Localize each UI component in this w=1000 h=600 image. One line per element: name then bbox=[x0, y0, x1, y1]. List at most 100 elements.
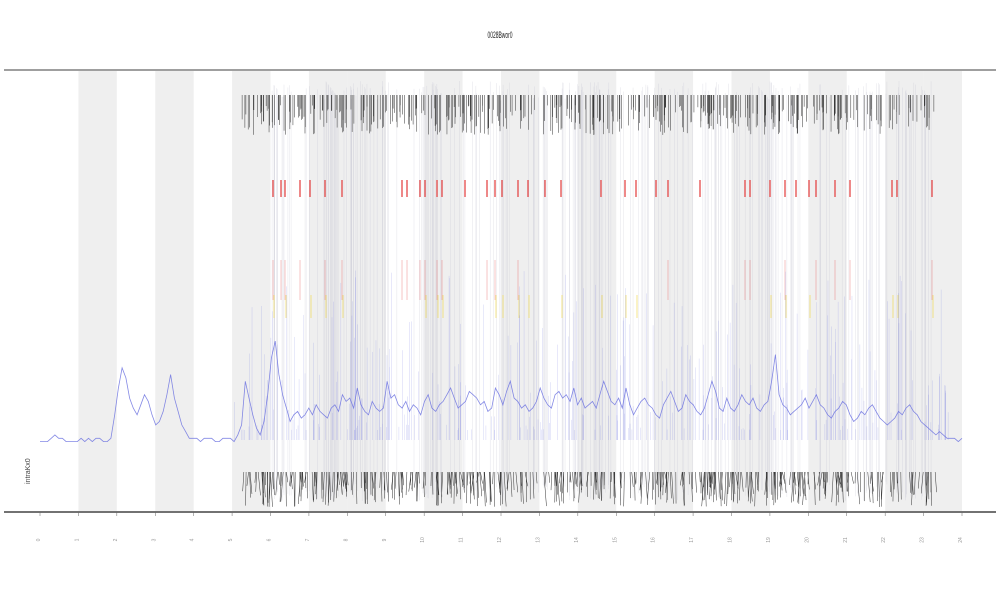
x-tick-label: 8 bbox=[343, 538, 349, 541]
tick-mark-bottom bbox=[562, 471, 564, 494]
tick-mark-bottom bbox=[709, 471, 712, 500]
x-tick-label: 22 bbox=[881, 537, 887, 543]
tick-mark-bottom bbox=[436, 471, 439, 506]
tick-mark-bottom bbox=[249, 471, 251, 498]
x-tick-label: 20 bbox=[804, 537, 810, 543]
tick-mark-bottom bbox=[346, 471, 349, 486]
tick-mark-bottom bbox=[280, 471, 284, 502]
x-tick-label: 16 bbox=[651, 537, 657, 543]
tick-mark-bottom bbox=[453, 471, 455, 504]
tick-mark-bottom bbox=[613, 471, 616, 498]
tick-mark-bottom bbox=[405, 471, 408, 496]
tick-mark-bottom bbox=[918, 471, 920, 489]
x-tick-label: 4 bbox=[190, 538, 196, 541]
tick-mark-bottom bbox=[880, 471, 882, 500]
tick-mark-bottom bbox=[701, 471, 705, 507]
tick-mark-bottom bbox=[619, 471, 622, 506]
tick-mark-bottom bbox=[836, 471, 839, 485]
tick-mark-bottom bbox=[383, 471, 386, 491]
tick-mark-bottom bbox=[634, 471, 636, 485]
tick-mark-bottom bbox=[796, 471, 799, 488]
tick-mark-bottom bbox=[480, 471, 483, 484]
tick-mark-bottom bbox=[460, 471, 464, 485]
x-tick-label: 24 bbox=[958, 537, 964, 543]
shaded-band bbox=[155, 71, 194, 511]
tick-mark-bottom bbox=[343, 471, 346, 486]
x-tick-label: 11 bbox=[459, 537, 465, 542]
tick-mark-bottom bbox=[578, 471, 582, 490]
tick-mark-bottom bbox=[343, 471, 347, 489]
tick-mark-bottom bbox=[580, 471, 583, 487]
tick-mark-bottom bbox=[934, 471, 937, 493]
x-tick-label: 6 bbox=[267, 538, 273, 541]
tick-mark-bottom bbox=[813, 471, 816, 490]
tick-mark-bottom bbox=[246, 471, 249, 486]
tick-mark-bottom bbox=[804, 471, 807, 501]
tick-mark-bottom bbox=[574, 471, 578, 487]
tick-mark-bottom bbox=[371, 471, 374, 497]
tick-mark-bottom bbox=[925, 471, 927, 503]
tick-mark-bottom bbox=[479, 471, 483, 497]
tick-mark-bottom bbox=[411, 471, 414, 490]
tick-mark-bottom bbox=[263, 471, 266, 498]
tick-mark-bottom bbox=[255, 471, 257, 492]
tick-mark-bottom bbox=[794, 471, 797, 486]
tick-mark-bottom bbox=[440, 471, 443, 497]
shaded-bands bbox=[78, 71, 962, 511]
tick-mark-bottom bbox=[398, 471, 400, 505]
tick-mark-bottom bbox=[373, 471, 376, 501]
tick-mark-bottom bbox=[391, 471, 394, 490]
tick-mark-bottom bbox=[488, 471, 492, 502]
tick-mark-bottom bbox=[688, 471, 690, 485]
tick-mark-bottom bbox=[665, 471, 668, 493]
tick-mark-bottom bbox=[911, 471, 914, 506]
tick-mark-bottom bbox=[670, 471, 672, 499]
tick-mark-bottom bbox=[724, 471, 727, 505]
tick-mark-bottom bbox=[819, 471, 823, 487]
tick-mark-bottom bbox=[593, 471, 595, 500]
tick-mark-bottom bbox=[867, 471, 871, 503]
tick-mark-bottom bbox=[278, 471, 280, 485]
tick-mark-bottom bbox=[585, 471, 589, 487]
tick-mark-bottom bbox=[926, 471, 928, 486]
tick-mark-bottom bbox=[726, 471, 728, 507]
tick-mark-bottom bbox=[414, 471, 417, 488]
tick-mark-bottom bbox=[423, 471, 425, 498]
shaded-band bbox=[424, 71, 463, 511]
tick-mark-bottom bbox=[578, 471, 581, 503]
tick-mark-bottom bbox=[747, 471, 749, 498]
tick-mark-bottom bbox=[482, 471, 485, 491]
tick-mark-bottom bbox=[261, 471, 264, 505]
tick-mark-bottom bbox=[818, 471, 821, 501]
tick-mark-bottom bbox=[315, 471, 317, 495]
tick-mark-bottom bbox=[520, 471, 522, 486]
tick-mark-bottom bbox=[335, 471, 339, 499]
tick-mark-bottom bbox=[738, 471, 741, 501]
shaded-band bbox=[347, 71, 386, 511]
tick-mark-bottom bbox=[914, 471, 916, 495]
x-tick-label: 23 bbox=[920, 537, 926, 543]
tick-mark-bottom bbox=[280, 471, 282, 487]
tick-mark-bottom bbox=[269, 471, 272, 500]
tick-mark-bottom bbox=[662, 471, 664, 496]
tick-mark-bottom bbox=[710, 471, 713, 497]
tick-mark-bottom bbox=[783, 471, 787, 493]
tick-mark-bottom bbox=[327, 471, 331, 506]
tick-mark-bottom bbox=[418, 471, 420, 484]
tick-mark-bottom bbox=[801, 471, 806, 497]
tick-mark-bottom bbox=[379, 471, 381, 488]
tick-mark-bottom bbox=[459, 471, 462, 500]
tick-mark-bottom bbox=[535, 471, 538, 484]
tick-mark-bottom bbox=[715, 471, 717, 501]
tick-mark-bottom bbox=[733, 471, 736, 495]
tick-mark-bottom bbox=[462, 471, 465, 493]
series-line-group bbox=[40, 270, 963, 443]
tick-mark-bottom bbox=[473, 471, 475, 500]
tick-mark-bottom bbox=[890, 471, 893, 497]
tick-mark-bottom bbox=[554, 471, 556, 503]
tick-mark-bottom bbox=[446, 471, 450, 495]
tick-mark-bottom bbox=[402, 471, 404, 486]
x-tick-label: 3 bbox=[151, 538, 157, 541]
x-tick-label: 13 bbox=[535, 537, 541, 543]
tick-mark-bottom bbox=[257, 471, 261, 496]
